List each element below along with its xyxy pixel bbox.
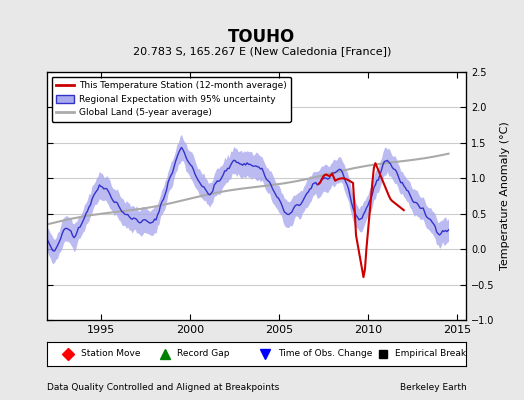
Text: 20.783 S, 165.267 E (New Caledonia [France]): 20.783 S, 165.267 E (New Caledonia [Fran… — [133, 46, 391, 56]
Text: TOUHO: TOUHO — [228, 28, 296, 46]
Text: Record Gap: Record Gap — [177, 350, 230, 358]
Text: Empirical Break: Empirical Break — [395, 350, 466, 358]
Text: Data Quality Controlled and Aligned at Breakpoints: Data Quality Controlled and Aligned at B… — [47, 383, 279, 392]
Y-axis label: Temperature Anomaly (°C): Temperature Anomaly (°C) — [500, 122, 510, 270]
Text: Station Move: Station Move — [81, 350, 140, 358]
Legend: This Temperature Station (12-month average), Regional Expectation with 95% uncer: This Temperature Station (12-month avera… — [52, 76, 291, 122]
Text: Time of Obs. Change: Time of Obs. Change — [278, 350, 372, 358]
Text: Berkeley Earth: Berkeley Earth — [400, 383, 466, 392]
